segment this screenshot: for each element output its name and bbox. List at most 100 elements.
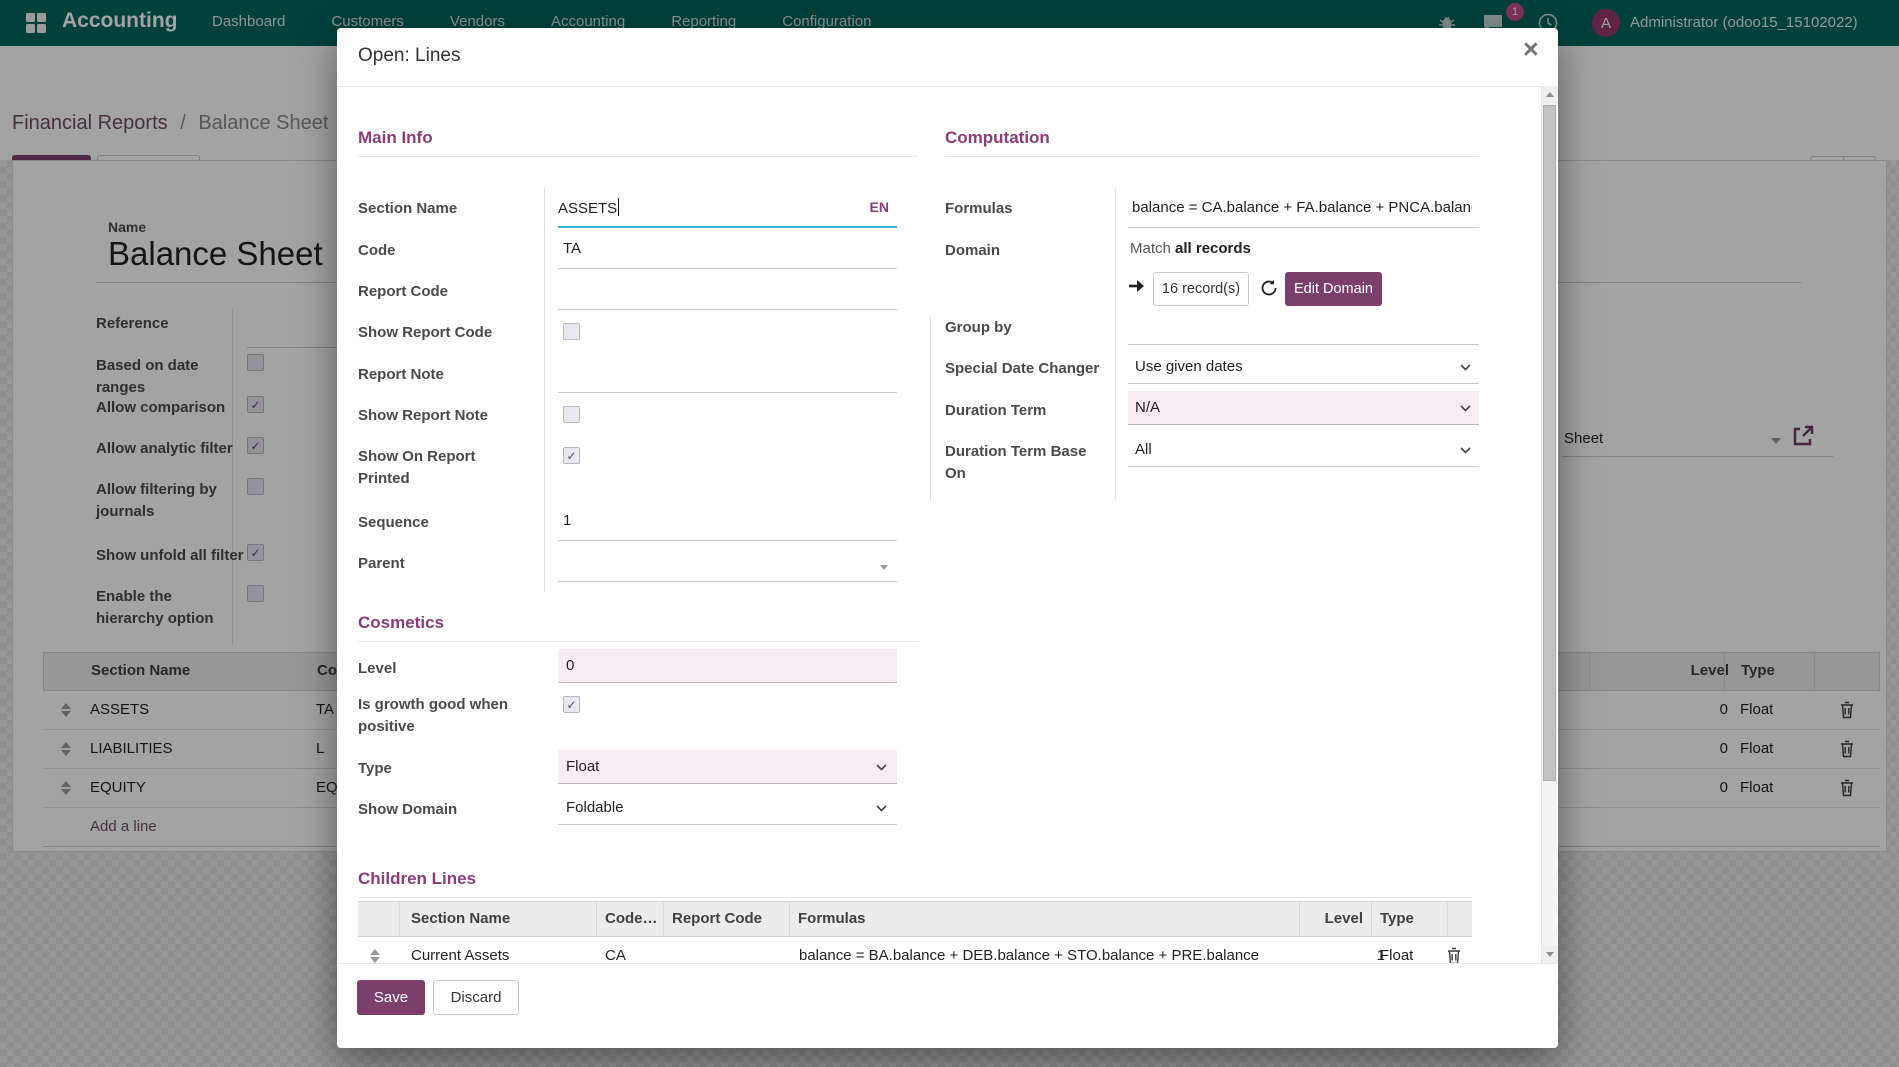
formulas-label: Formulas xyxy=(945,200,1013,217)
trash-icon[interactable] xyxy=(1839,740,1855,758)
sequence-label: Sequence xyxy=(358,514,429,531)
allow-filtering-by-journals-checkbox[interactable]: ✓ xyxy=(247,478,264,495)
cl-col-section-name[interactable]: Section Name xyxy=(400,901,597,937)
show-on-report-printed-label: Show On Report Printed xyxy=(358,448,476,487)
trash-icon[interactable] xyxy=(1839,701,1855,719)
cl-col-formulas[interactable]: Formulas xyxy=(790,901,1300,937)
avatar[interactable]: A xyxy=(1592,9,1620,37)
report-code-label: Report Code xyxy=(358,283,448,300)
edit-domain-button[interactable]: Edit Domain xyxy=(1285,272,1382,306)
cl-col-code[interactable]: Code… xyxy=(597,901,664,937)
cl-col-level[interactable]: Level xyxy=(1300,901,1372,937)
show-on-report-printed-checkbox[interactable]: ✓ xyxy=(563,447,580,464)
external-link-icon[interactable] xyxy=(1791,424,1815,448)
menu-customers[interactable]: Customers xyxy=(331,13,404,30)
show-report-code-checkbox[interactable]: ✓ xyxy=(563,323,580,340)
drag-handle-icon[interactable] xyxy=(61,703,71,717)
col-level[interactable]: Level xyxy=(1690,662,1729,679)
main-info-heading: Main Info xyxy=(358,128,918,157)
chat-icon[interactable] xyxy=(1482,13,1504,33)
user-menu[interactable]: Administrator (odoo15_15102022) xyxy=(1630,14,1858,31)
records-count-button[interactable]: 16 record(s) xyxy=(1153,272,1249,306)
show-domain-label: Show Domain xyxy=(358,801,458,818)
section-name-input[interactable]: ASSETS EN xyxy=(558,198,889,217)
text-cursor xyxy=(618,198,620,216)
code-label: Code xyxy=(358,242,396,259)
cl-col-type[interactable]: Type xyxy=(1372,901,1448,937)
special-date-changer-select[interactable]: Use given dates xyxy=(1128,350,1479,384)
menu-dashboard[interactable]: Dashboard xyxy=(212,13,286,30)
chevron-down-icon xyxy=(1460,447,1471,454)
col-type[interactable]: Type xyxy=(1741,662,1775,679)
cl-col-report-code[interactable]: Report Code xyxy=(664,901,790,937)
modal-discard-button[interactable]: Discard xyxy=(433,980,519,1015)
scroll-down-icon[interactable] xyxy=(1542,946,1558,963)
report-note-label: Report Note xyxy=(358,366,444,383)
allow-analytic-filter-label: Allow analytic filter xyxy=(96,440,233,457)
refresh-icon[interactable] xyxy=(1260,279,1278,297)
drag-handle-icon[interactable] xyxy=(370,949,380,963)
show-report-note-checkbox[interactable]: ✓ xyxy=(563,406,580,423)
drag-handle-icon[interactable] xyxy=(61,781,71,795)
scroll-up-icon[interactable] xyxy=(1542,86,1558,103)
domain-match-text: Match all records xyxy=(1130,240,1251,257)
many2one-underline xyxy=(1563,456,1833,457)
cosmetics-heading: Cosmetics xyxy=(358,613,918,642)
group-by-input[interactable] xyxy=(1128,344,1479,345)
bug-icon[interactable] xyxy=(1437,13,1457,33)
scrollbar-thumb[interactable] xyxy=(1543,105,1556,781)
record-title[interactable]: Balance Sheet xyxy=(108,235,323,272)
children-row-clipped[interactable]: Current Assets CA balance = BA.balance +… xyxy=(358,938,1472,963)
breadcrumb-separator: / xyxy=(180,112,186,134)
growth-good-label: Is growth good when positive xyxy=(358,696,508,735)
duration-term-select[interactable]: N/A xyxy=(1128,391,1479,425)
parent-label: Parent xyxy=(358,555,405,572)
growth-good-checkbox[interactable]: ✓ xyxy=(563,696,580,713)
show-report-note-label: Show Report Note xyxy=(358,407,488,424)
modal-save-button[interactable]: Save xyxy=(357,980,425,1015)
add-a-line-link[interactable]: Add a line xyxy=(90,818,157,835)
formulas-input[interactable]: balance = CA.balance + FA.balance + PNCA… xyxy=(1132,199,1472,216)
duration-term-base-on-select[interactable]: All xyxy=(1128,433,1479,467)
based-on-date-ranges-checkbox[interactable]: ✓ xyxy=(247,354,264,371)
allow-comparison-checkbox[interactable]: ✓ xyxy=(247,396,264,413)
col-section-name[interactable]: Section Name xyxy=(91,662,191,679)
arrow-right-icon xyxy=(1129,280,1144,292)
type-select[interactable]: Float xyxy=(558,750,897,784)
message-badge: 1 xyxy=(1506,3,1524,21)
reference-label: Reference xyxy=(96,315,169,332)
chevron-down-icon xyxy=(1460,364,1471,371)
chevron-down-icon xyxy=(876,805,887,812)
menu-vendors[interactable]: Vendors xyxy=(449,13,505,30)
group-separator xyxy=(232,309,233,644)
allow-analytic-filter-checkbox[interactable]: ✓ xyxy=(247,437,264,454)
trash-icon[interactable] xyxy=(1839,779,1855,797)
app-name[interactable]: Accounting xyxy=(62,9,178,32)
special-date-changer-label: Special Date Changer xyxy=(945,360,1100,377)
breadcrumb-link[interactable]: Financial Reports xyxy=(12,112,168,134)
type-label: Type xyxy=(358,760,392,777)
chevron-down-icon xyxy=(876,764,887,771)
sequence-input[interactable]: 1 xyxy=(563,512,572,529)
computation-heading: Computation xyxy=(945,128,1479,157)
trash-icon[interactable] xyxy=(1446,947,1462,963)
drag-handle-icon[interactable] xyxy=(61,742,71,756)
close-icon[interactable]: × xyxy=(1523,34,1539,64)
enable-hierarchy-option-checkbox[interactable]: ✓ xyxy=(247,585,264,602)
breadcrumb: Financial Reports / Balance Sheet xyxy=(12,112,328,135)
show-domain-select[interactable]: Foldable xyxy=(558,791,897,825)
level-input[interactable]: 0 xyxy=(558,649,897,683)
translation-badge[interactable]: EN xyxy=(869,199,889,215)
code-input[interactable]: TA xyxy=(563,240,582,257)
show-unfold-all-filter-checkbox[interactable]: ✓ xyxy=(247,544,264,561)
allow-comparison-label: Allow comparison xyxy=(96,399,226,416)
open-lines-dialog: Open: Lines × Main Info Section Name ASS… xyxy=(337,28,1558,1048)
menu-accounting[interactable]: Accounting xyxy=(550,13,626,30)
modal-scrollbar[interactable] xyxy=(1541,86,1558,963)
partially-visible-many2one[interactable]: Sheet xyxy=(1564,430,1604,447)
menu-configuration[interactable]: Configuration xyxy=(782,13,872,30)
apps-grid-icon[interactable] xyxy=(26,13,46,33)
name-label: Name xyxy=(108,219,147,235)
menu-reporting[interactable]: Reporting xyxy=(671,13,737,30)
